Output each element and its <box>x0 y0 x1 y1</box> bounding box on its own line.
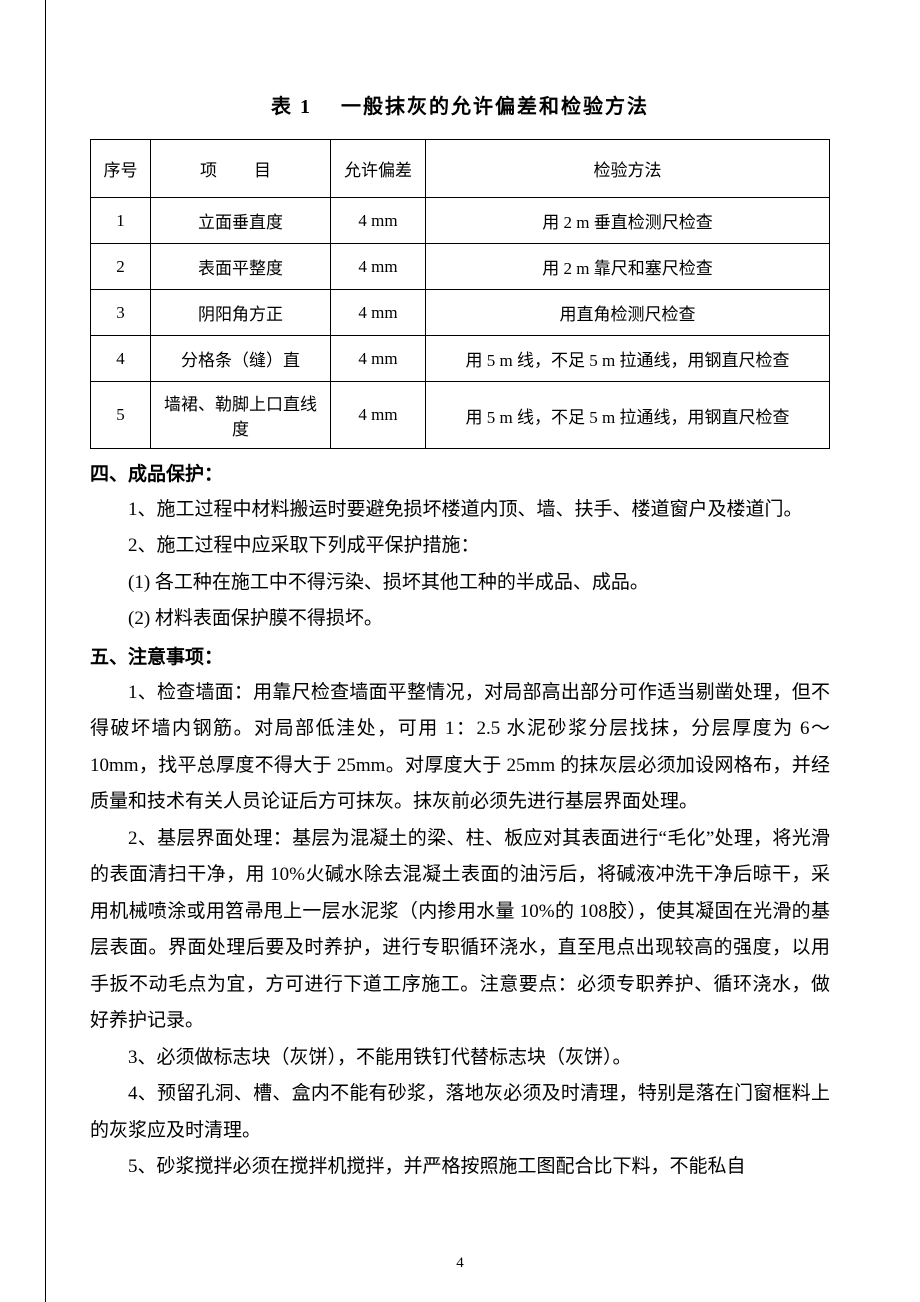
cell-tolerance: 4 mm <box>331 198 426 244</box>
th-method: 检验方法 <box>426 140 830 198</box>
para: 1、施工过程中材料搬运时要避免损坏楼道内顶、墙、扶手、楼道窗户及楼道门。 <box>90 492 830 528</box>
table-row: 3 阴阳角方正 4 mm 用直角检测尺检查 <box>91 290 830 336</box>
cell-method: 用直角检测尺检查 <box>426 290 830 336</box>
cell-item: 立面垂直度 <box>151 198 331 244</box>
cell-item: 分格条（缝）直 <box>151 336 331 382</box>
para: 2、施工过程中应采取下列成平保护措施： <box>90 528 830 564</box>
section-5-body: 1、检查墙面：用靠尺检查墙面平整情况，对局部高出部分可作适当剔凿处理，但不得破坏… <box>90 675 830 1186</box>
page-left-border <box>45 0 46 1302</box>
table-row: 5 墙裙、勒脚上口直线度 4 mm 用 5 m 线，不足 5 m 拉通线，用钢直… <box>91 382 830 449</box>
cell-seq: 2 <box>91 244 151 290</box>
table-row: 2 表面平整度 4 mm 用 2 m 靠尺和塞尺检查 <box>91 244 830 290</box>
para: 1、检查墙面：用靠尺检查墙面平整情况，对局部高出部分可作适当剔凿处理，但不得破坏… <box>90 675 830 821</box>
table-row: 4 分格条（缝）直 4 mm 用 5 m 线，不足 5 m 拉通线，用钢直尺检查 <box>91 336 830 382</box>
table-header-row: 序号 项 目 允许偏差 检验方法 <box>91 140 830 198</box>
table-title: 表 1 一般抹灰的允许偏差和检验方法 <box>90 90 830 119</box>
cell-tolerance: 4 mm <box>331 290 426 336</box>
cell-method: 用 2 m 垂直检测尺检查 <box>426 198 830 244</box>
para: 4、预留孔洞、槽、盒内不能有砂浆，落地灰必须及时清理，特别是落在门窗框料上的灰浆… <box>90 1076 830 1149</box>
para: (2) 材料表面保护膜不得损坏。 <box>90 601 830 637</box>
para: 2、基层界面处理：基层为混凝土的梁、柱、板应对其表面进行“毛化”处理，将光滑的表… <box>90 821 830 1040</box>
cell-seq: 5 <box>91 382 151 449</box>
th-seq: 序号 <box>91 140 151 198</box>
cell-seq: 1 <box>91 198 151 244</box>
cell-item: 表面平整度 <box>151 244 331 290</box>
table-row: 1 立面垂直度 4 mm 用 2 m 垂直检测尺检查 <box>91 198 830 244</box>
section-4-body: 1、施工过程中材料搬运时要避免损坏楼道内顶、墙、扶手、楼道窗户及楼道门。 2、施… <box>90 492 830 638</box>
cell-tolerance: 4 mm <box>331 336 426 382</box>
cell-method: 用 2 m 靠尺和塞尺检查 <box>426 244 830 290</box>
para: 5、砂浆搅拌必须在搅拌机搅拌，并严格按照施工图配合比下料，不能私自 <box>90 1149 830 1185</box>
cell-tolerance: 4 mm <box>331 244 426 290</box>
page-number: 4 <box>0 1255 920 1272</box>
tolerance-table: 序号 项 目 允许偏差 检验方法 1 立面垂直度 4 mm 用 2 m 垂直检测… <box>90 139 830 449</box>
para: 3、必须做标志块（灰饼），不能用铁钉代替标志块（灰饼）。 <box>90 1040 830 1076</box>
cell-seq: 3 <box>91 290 151 336</box>
section-heading-4: 四、成品保护： <box>90 459 830 486</box>
cell-seq: 4 <box>91 336 151 382</box>
cell-method: 用 5 m 线，不足 5 m 拉通线，用钢直尺检查 <box>426 382 830 449</box>
section-heading-5: 五、注意事项： <box>90 642 830 669</box>
para: (1) 各工种在施工中不得污染、损坏其他工种的半成品、成品。 <box>90 565 830 601</box>
th-tolerance: 允许偏差 <box>331 140 426 198</box>
th-item: 项 目 <box>151 140 331 198</box>
cell-method: 用 5 m 线，不足 5 m 拉通线，用钢直尺检查 <box>426 336 830 382</box>
cell-item: 墙裙、勒脚上口直线度 <box>151 382 331 449</box>
cell-tolerance: 4 mm <box>331 382 426 449</box>
cell-item: 阴阳角方正 <box>151 290 331 336</box>
